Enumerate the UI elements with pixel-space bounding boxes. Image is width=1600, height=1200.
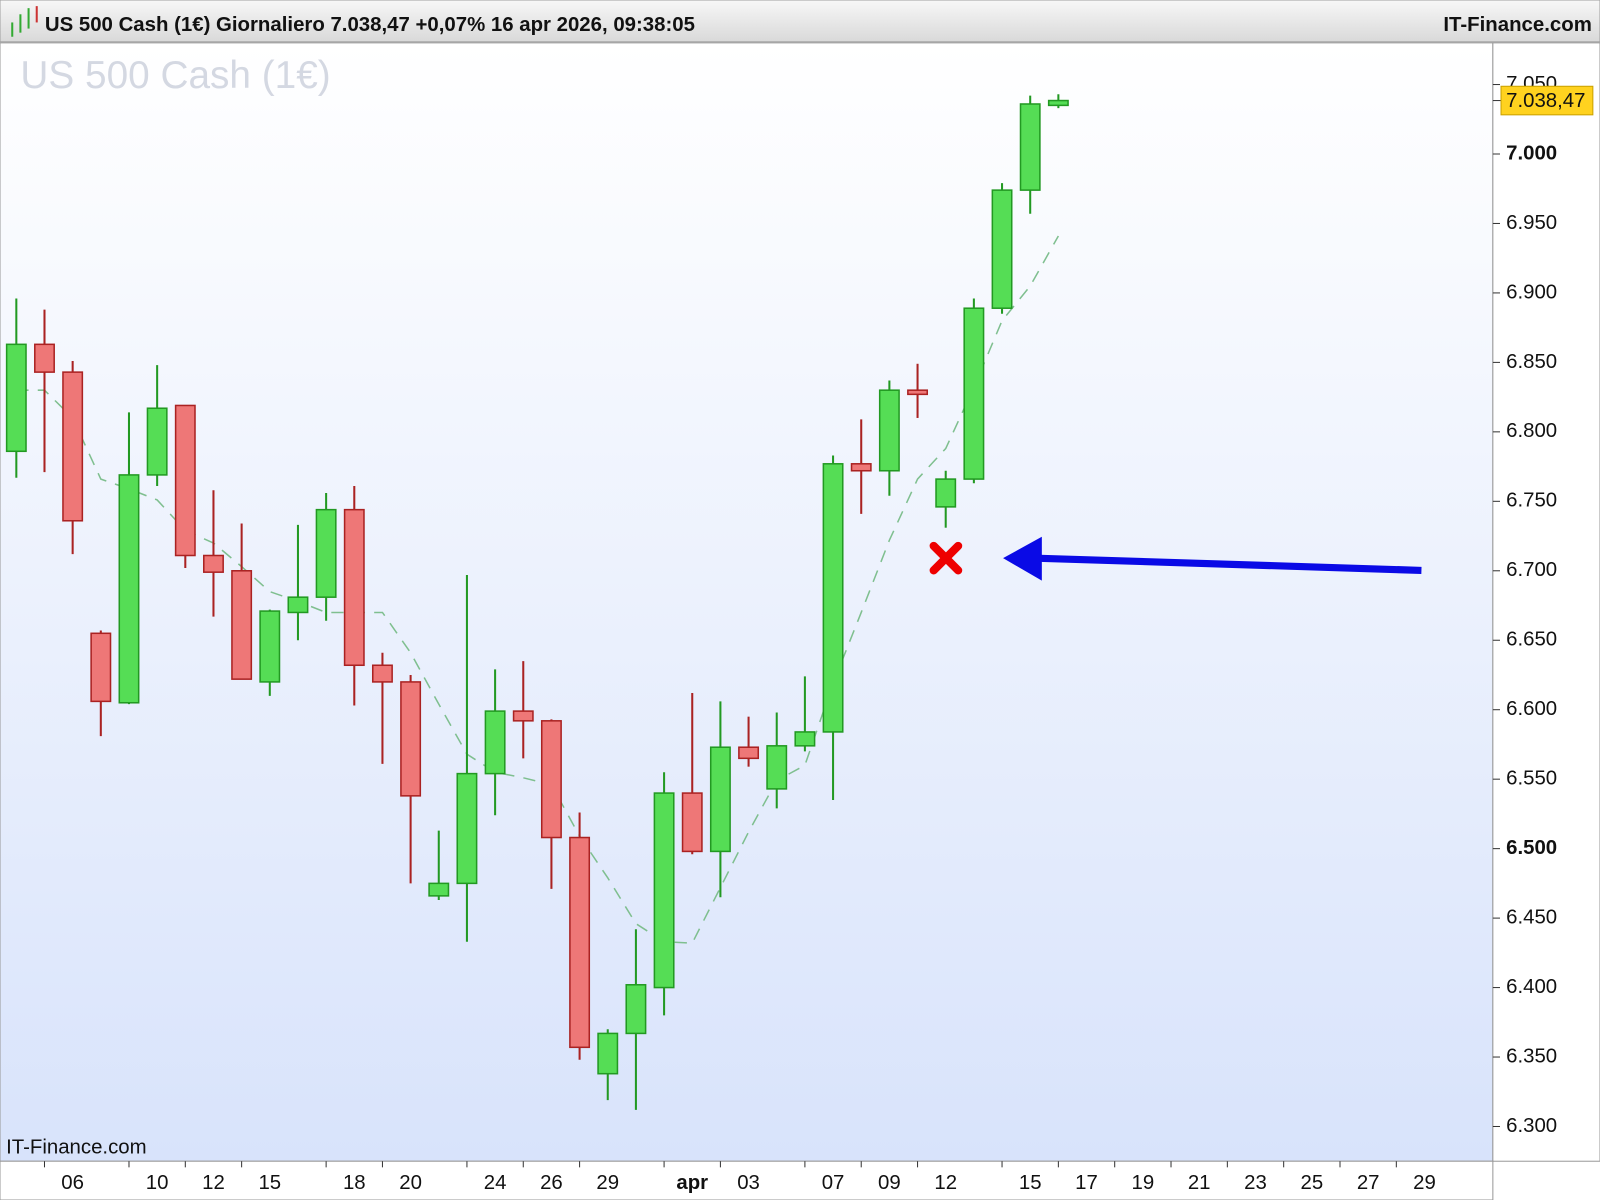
last-price-label: 7.038,47 — [1506, 90, 1585, 112]
candle-body — [428, 882, 450, 897]
y-tick-label: 6.350 — [1506, 1045, 1557, 1067]
x-tick-label: 25 — [1300, 1172, 1323, 1194]
x-tick-label: 29 — [596, 1172, 619, 1194]
candle-body — [540, 720, 562, 839]
y-tick-label: 6.950 — [1506, 212, 1557, 234]
candle-body — [907, 389, 929, 396]
x-tick-label: 19 — [1132, 1172, 1155, 1194]
candle-body — [512, 710, 534, 722]
x-tick-label: 15 — [1019, 1172, 1042, 1194]
header-brand: IT-Finance.com — [1443, 14, 1591, 36]
candle-body — [34, 343, 55, 373]
candle-body — [963, 307, 985, 480]
x-tick-label: 03 — [737, 1172, 760, 1194]
y-tick-label: 6.600 — [1506, 698, 1557, 720]
y-tick-label: 6.400 — [1506, 976, 1557, 998]
watermark-title: US 500 Cash (1€) — [20, 54, 330, 97]
header-title: US 500 Cash (1€) Giornaliero 7.038,47 +0… — [45, 14, 695, 36]
y-tick-label: 6.700 — [1506, 559, 1557, 581]
candle-body — [709, 746, 731, 853]
last-price-box — [1500, 85, 1594, 116]
x-tick-label: 09 — [878, 1172, 901, 1194]
candle-body — [625, 984, 647, 1035]
x-axis-panel — [0, 1160, 1494, 1200]
candle-body — [259, 610, 281, 683]
candle-body — [118, 474, 140, 704]
candle-body — [400, 681, 422, 797]
y-tick-label: 6.450 — [1506, 906, 1557, 928]
x-tick-label: 26 — [540, 1172, 563, 1194]
candle-body — [1047, 99, 1069, 107]
candle-body — [822, 463, 844, 733]
y-tick-label: 6.750 — [1506, 490, 1557, 512]
x-tick-label: 20 — [399, 1172, 422, 1194]
candle-body — [315, 508, 337, 598]
candle-body — [371, 664, 393, 683]
candle-body — [62, 371, 84, 522]
y-tick-label: 6.800 — [1506, 420, 1557, 442]
footer-brand: IT-Finance.com — [6, 1136, 147, 1158]
candle-body — [766, 745, 788, 790]
x-tick-label: 21 — [1188, 1172, 1211, 1194]
candle-body — [597, 1032, 619, 1075]
y-tick-label: 6.550 — [1506, 768, 1557, 790]
arrow — [1003, 536, 1422, 581]
y-tick-label: 6.900 — [1506, 281, 1557, 303]
y-tick-label: 7.000 — [1506, 142, 1557, 164]
x-tick-label: 15 — [258, 1172, 281, 1194]
candle-body — [653, 792, 675, 989]
candle-body — [935, 478, 957, 508]
x-tick-label: 06 — [61, 1172, 84, 1194]
x-tick-label: 18 — [343, 1172, 366, 1194]
candle-body — [569, 836, 591, 1049]
candle-body — [850, 463, 872, 472]
candle-body — [878, 389, 900, 472]
candle-body — [174, 404, 196, 557]
candle-body — [231, 570, 253, 680]
x-tick-label: 17 — [1075, 1172, 1098, 1194]
x-tick-label: 23 — [1244, 1172, 1267, 1194]
cross-marker — [929, 541, 963, 575]
y-tick-label: 6.500 — [1506, 837, 1557, 859]
candle-body — [90, 632, 112, 703]
candle-body — [484, 710, 506, 775]
candle-body — [794, 731, 816, 747]
candle-body — [1019, 103, 1041, 191]
x-tick-label: 29 — [1413, 1172, 1436, 1194]
x-tick-label: 07 — [822, 1172, 845, 1194]
y-tick-label: 6.850 — [1506, 351, 1557, 373]
candle-body — [456, 772, 478, 885]
y-tick-label: 6.300 — [1506, 1115, 1557, 1137]
x-tick-label: apr — [676, 1172, 708, 1194]
candle-body — [991, 189, 1013, 309]
candle-body — [5, 343, 27, 453]
y-axis-panel — [1492, 42, 1600, 1162]
candle-body — [738, 746, 760, 760]
x-tick-label: 10 — [146, 1172, 169, 1194]
candle-body — [146, 407, 168, 476]
candle-body — [203, 554, 224, 573]
x-tick-label: 12 — [934, 1172, 957, 1194]
icon — [11, 6, 38, 37]
candle-body — [343, 508, 365, 667]
y-tick-label: 6.650 — [1506, 629, 1557, 651]
plot-area — [0, 42, 1494, 1162]
candle-body — [287, 596, 309, 614]
candle-body — [681, 792, 703, 853]
title-bar — [0, 0, 1600, 43]
x-tick-label: 12 — [202, 1172, 225, 1194]
x-tick-label: 24 — [484, 1172, 507, 1194]
x-tick-label: 27 — [1357, 1172, 1380, 1194]
